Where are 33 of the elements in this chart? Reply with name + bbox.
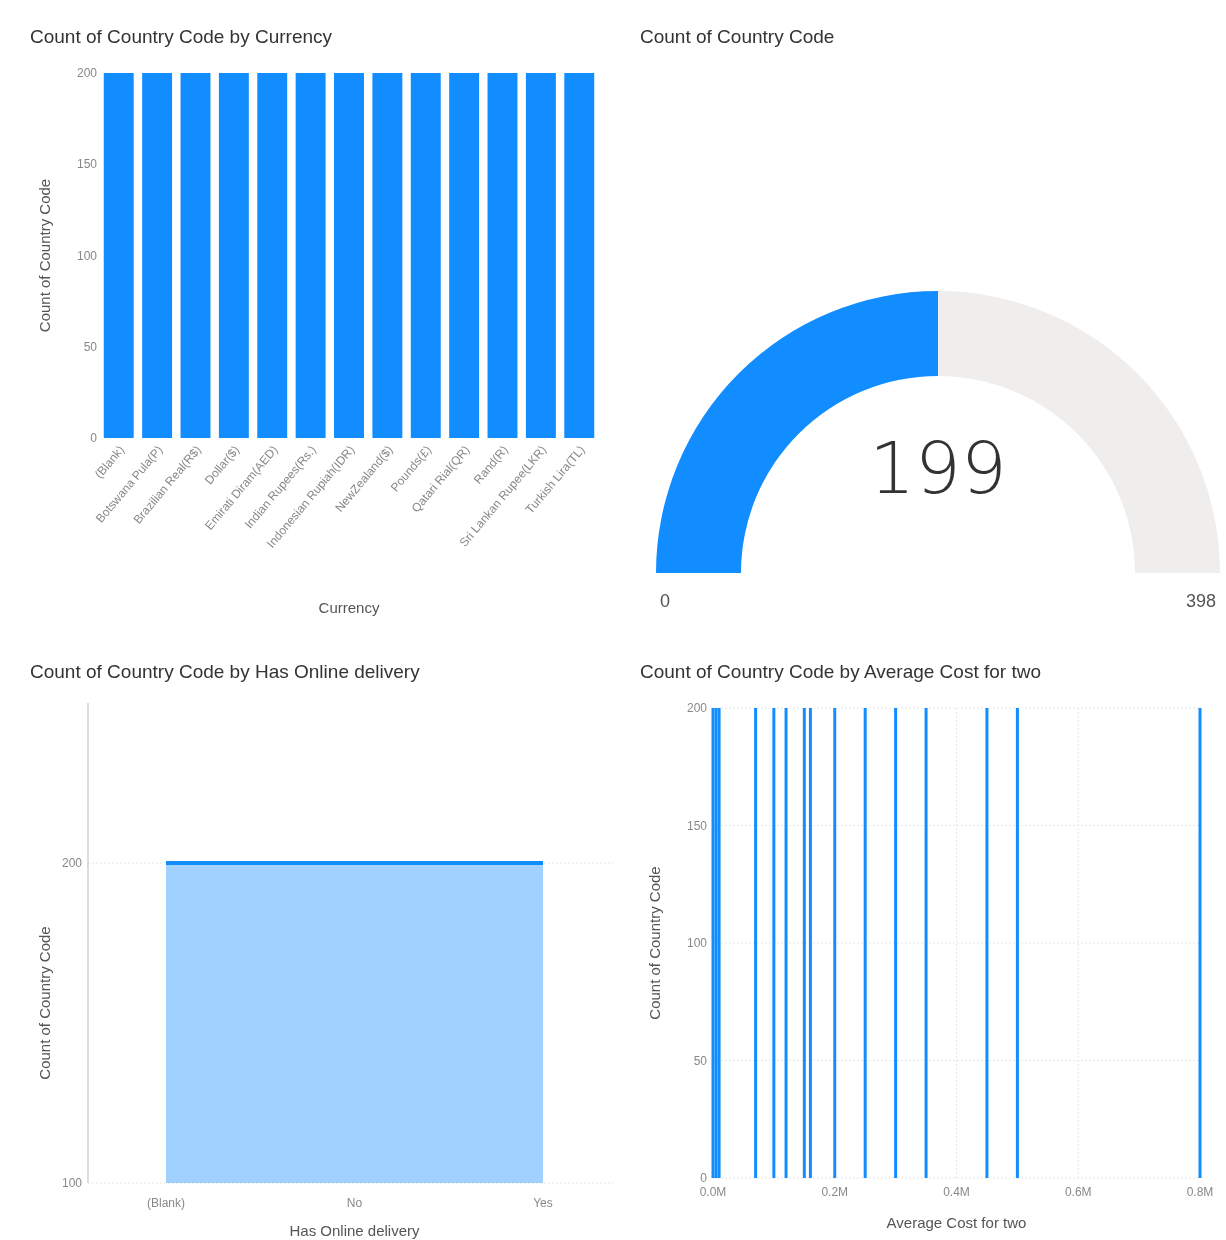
chart-title: Count of Country Code by Has Online delivery: [30, 661, 421, 682]
x-axis-title: Currency: [318, 599, 380, 616]
y-tick-label: 150: [76, 157, 98, 172]
y-axis-title: Count of Country Code: [646, 866, 663, 1020]
x-tick-label: 0.0M: [699, 1185, 727, 1199]
y-tick-label: 150: [686, 818, 708, 833]
x-tick-label: 0.6M: [1064, 1185, 1092, 1199]
y-tick-label: 50: [693, 1053, 708, 1068]
y-tick-label: 100: [76, 248, 98, 263]
chart-title: Count of Country Code: [640, 26, 835, 47]
x-tick-label: (Blank): [146, 1196, 186, 1210]
y-tick-label: 100: [686, 936, 708, 951]
y-tick-label: 200: [76, 66, 98, 81]
text: 398: [1185, 591, 1216, 611]
text: 0: [660, 591, 671, 611]
x-axis-title: Has Online delivery: [289, 1222, 421, 1239]
y-tick-label: 0: [90, 431, 98, 446]
y-tick-label: 200: [686, 701, 708, 716]
y-tick-label: 0: [700, 1171, 708, 1186]
chart-title: Count of Country Code by Average Cost for two: [640, 661, 1041, 682]
x-tick-label: No: [346, 1196, 363, 1210]
y-axis-title: Count of Country Code: [36, 926, 53, 1080]
y-tick-label: 50: [83, 339, 98, 354]
chart-title: Count of Country Code by Currency: [30, 26, 333, 47]
x-tick-label: 0.2M: [821, 1185, 849, 1199]
y-tick-label: 100: [61, 1176, 83, 1191]
data-label: 199: [869, 426, 1007, 510]
y-axis-title: Count of Country Code: [36, 178, 53, 333]
x-tick-label: 0.4M: [943, 1185, 970, 1199]
y-tick-label: 200: [61, 856, 83, 871]
x-axis-title: Average Cost for two: [886, 1214, 1027, 1231]
x-tick-label: Yes: [533, 1196, 553, 1210]
x-tick-label: 0.8M: [1186, 1185, 1214, 1199]
